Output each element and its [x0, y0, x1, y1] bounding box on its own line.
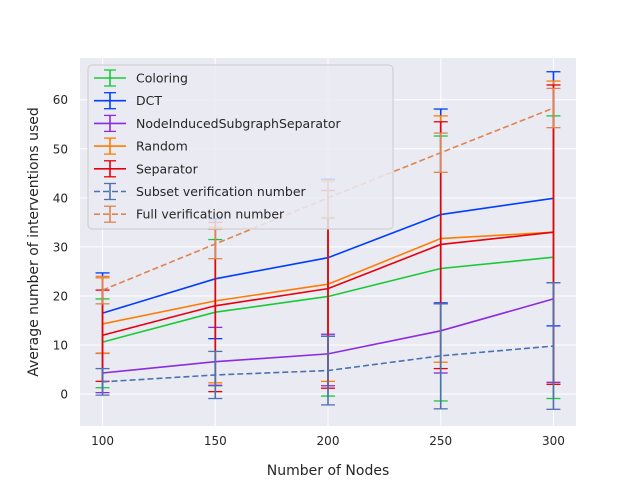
legend-label: Coloring [136, 71, 188, 86]
legend-label: NodeInducedSubgraphSeparator [136, 116, 342, 131]
x-tick-label: 250 [429, 434, 452, 448]
legend-entry: Random [94, 137, 188, 155]
series-subset-verification-number [95, 282, 561, 410]
x-tick-label: 100 [91, 434, 114, 448]
x-axis-label: Number of Nodes [267, 463, 389, 479]
legend-entry: Separator [94, 160, 199, 178]
legend-label: Subset verification number [136, 184, 307, 199]
legend-entry: Coloring [94, 69, 188, 87]
legend-label: Full verification number [136, 207, 285, 222]
x-tick-label: 150 [204, 434, 227, 448]
legend-box [87, 64, 394, 230]
y-tick-label: 20 [53, 289, 68, 303]
x-tick-label: 200 [317, 434, 340, 448]
x-tick-label: 300 [542, 434, 565, 448]
y-tick-label: 50 [53, 142, 68, 156]
y-tick-label: 30 [53, 240, 68, 254]
legend-entry: Subset verification number [94, 182, 307, 201]
legend-entry: Full verification number [94, 205, 285, 223]
y-tick-label: 60 [53, 93, 68, 107]
legend-label: DCT [136, 93, 162, 108]
y-axis-label: Average number of interventions used [26, 107, 42, 377]
legend-label: Separator [136, 161, 199, 176]
y-tick-label: 0 [60, 388, 68, 402]
legend-entry: NodeInducedSubgraphSeparator [94, 114, 342, 133]
legend: Coloring DCT NodeInducedSubgraphSeparator R… [87, 64, 394, 230]
y-tick-label: 10 [53, 339, 68, 353]
legend-entry: DCT [94, 92, 162, 110]
axis-ticks: 100 150 200 250 300 0 10 20 30 40 50 60 [53, 93, 565, 448]
legend-label: Random [136, 139, 188, 154]
y-tick-label: 40 [53, 191, 68, 205]
